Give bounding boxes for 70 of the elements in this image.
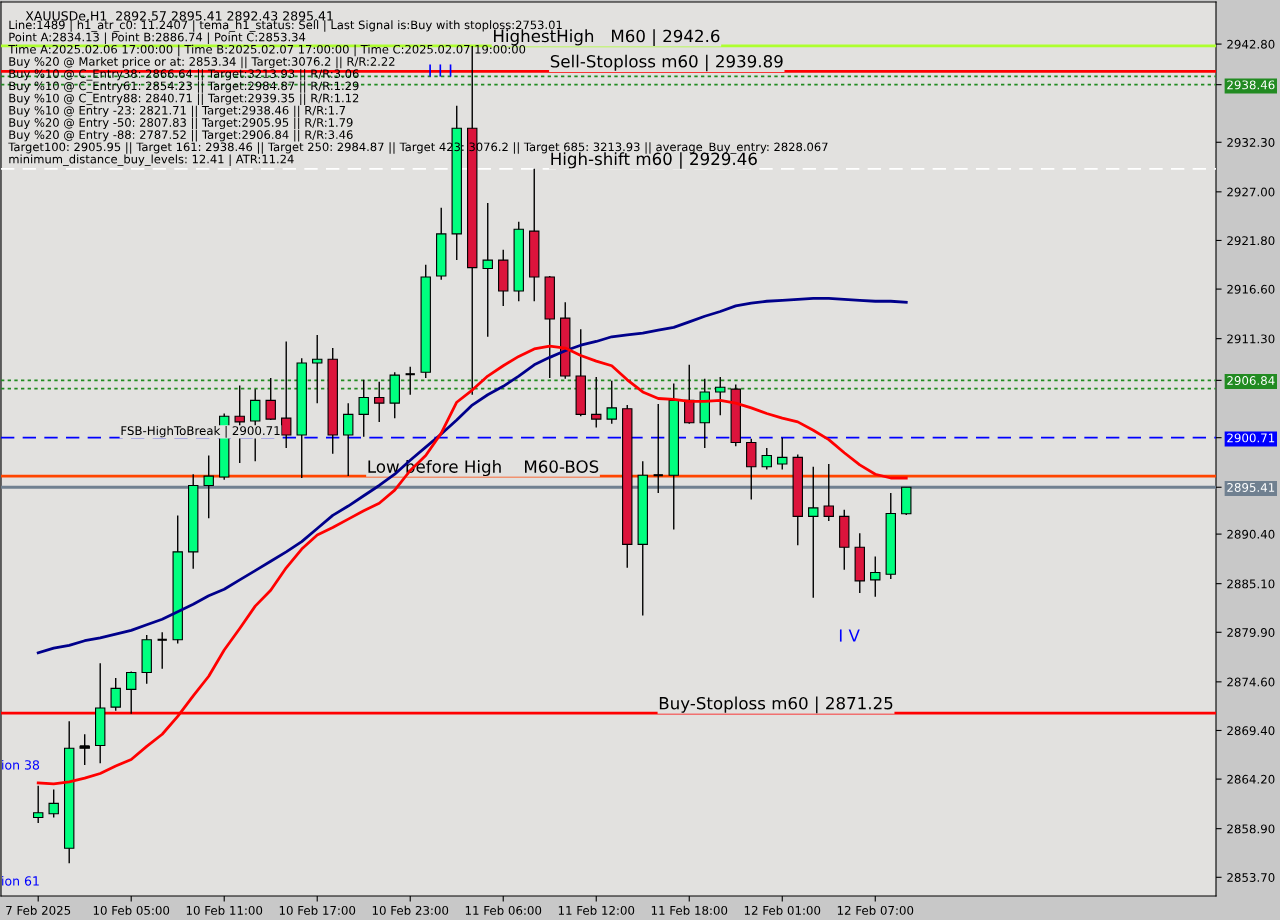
- y-tick-label: 2932.30: [1227, 138, 1275, 147]
- y-tick-label: 2911.30: [1227, 334, 1275, 344]
- candlestick: [343, 402, 354, 477]
- candlestick: [374, 380, 385, 423]
- candlestick: [808, 466, 819, 599]
- annotation: I I I: [429, 64, 452, 77]
- x-tick-label: 11 Feb 12:00: [558, 905, 635, 915]
- x-tick-label: 12 Feb 01:00: [744, 905, 821, 915]
- candlestick: [358, 379, 369, 438]
- candlestick: [126, 670, 137, 715]
- x-tick-label: 11 Feb 18:00: [651, 905, 728, 915]
- y-tick-label: 2895.41: [1227, 482, 1275, 492]
- x-tick-label: 10 Feb 17:00: [279, 905, 356, 915]
- y-tick-label: 2890.40: [1227, 529, 1275, 539]
- x-tick-label: 12 Feb 07:00: [837, 905, 914, 915]
- annotation: Buy %20 @ Market price or at: 2853.34 || Target:3076.2 || R/R:2.22: [9, 56, 395, 69]
- y-tick-label: 2879.90: [1227, 628, 1275, 637]
- candlestick: [777, 437, 788, 471]
- annotation: Point A:2834.13 | Point B:2886.74 | Point C:2853.34: [9, 32, 306, 44]
- y-tick-label: 2874.60: [1227, 677, 1275, 687]
- x-tick-label: 10 Feb 05:00: [93, 905, 170, 915]
- y-tick-label: 2885.10: [1227, 579, 1275, 589]
- x-tick-label: 10 Feb 11:00: [186, 905, 263, 915]
- line-series: [36, 297, 908, 655]
- candlestick: [684, 364, 695, 425]
- annotation: Buy %20 @ Entry -50: 2807.83 || Target:2905.95 || R/R:1.79: [9, 117, 353, 130]
- y-tick-label: 2942.80: [1227, 39, 1275, 49]
- ref-line-label: Buy-Stoploss m60 | 2871.25: [659, 696, 893, 714]
- y-tick-label: 2916.60: [1227, 284, 1275, 294]
- candlestick: [156, 631, 168, 670]
- annotation: Buy %10 @ Entry -23: 2821.71 || Target:2938.46 || R/R:1.7: [9, 105, 346, 118]
- ref-line-label: Sell-Stoploss m60 | 2939.89: [550, 54, 783, 72]
- y-tick-label: 2938.46: [1227, 80, 1275, 90]
- annotation: Buy %10 @ C_Entry61: 2854.23 || Target:2984.87 || R/R:1.29: [9, 81, 359, 93]
- candlestick: [203, 454, 214, 519]
- ref-line-label: FSB-HighToBreak | 2900.71: [121, 425, 280, 438]
- y-tick-label: 2900.71: [1227, 433, 1275, 443]
- y-tick-label: 2921.80: [1227, 236, 1275, 246]
- candlestick: [482, 202, 493, 338]
- y-tick-label: 2853.70: [1227, 873, 1275, 882]
- x-tick-label: 7 Feb 2025: [6, 905, 71, 915]
- candlestick: [870, 555, 881, 598]
- y-tick-label: 2858.90: [1227, 824, 1275, 834]
- annotation: minimum_distance_buy_levels: 12.41 | ATR:11.24: [9, 154, 294, 166]
- y-tick-label: 2927.00: [1227, 187, 1275, 197]
- annotation: Buy %20 @ Entry -88: 2787.52 || Target:2906.84 || R/R:3.46: [9, 130, 353, 142]
- candlestick: [281, 340, 292, 449]
- annotation: Time A:2025.02.06 17:00:00 | Time B:2025.02.07 17:00:00 | Time C:2025.02.07 19:00:00: [8, 44, 526, 57]
- candlestick: [32, 784, 44, 824]
- y-tick-label: 2906.84: [1227, 376, 1275, 386]
- y-tick-label: 2864.20: [1227, 774, 1275, 784]
- candlestick: [110, 677, 121, 712]
- candlestick: [265, 377, 276, 421]
- candlestick: [312, 334, 323, 404]
- x-tick-label: 11 Feb 06:00: [465, 905, 542, 915]
- candlestick: [606, 380, 617, 425]
- annotation: I V: [839, 629, 860, 642]
- candlestick: [404, 366, 416, 396]
- candlestick: [652, 403, 664, 494]
- candlestick: [715, 376, 726, 417]
- annotation: ion 38: [2, 759, 40, 770]
- annotation: ion 61: [2, 875, 39, 886]
- candlestick: [761, 447, 772, 471]
- candlestick: [591, 376, 602, 429]
- x-tick-label: 10 Feb 23:00: [372, 905, 449, 915]
- candlestick: [823, 463, 834, 522]
- ref-line-label: High-shift m60 | 2929.46: [551, 152, 757, 169]
- candlestick: [48, 788, 59, 819]
- annotation: Buy %10 @ C_Entry88: 2840.71 || Target:2939.35 || R/R:1.12: [9, 93, 359, 105]
- y-tick-label: 2869.40: [1227, 726, 1275, 736]
